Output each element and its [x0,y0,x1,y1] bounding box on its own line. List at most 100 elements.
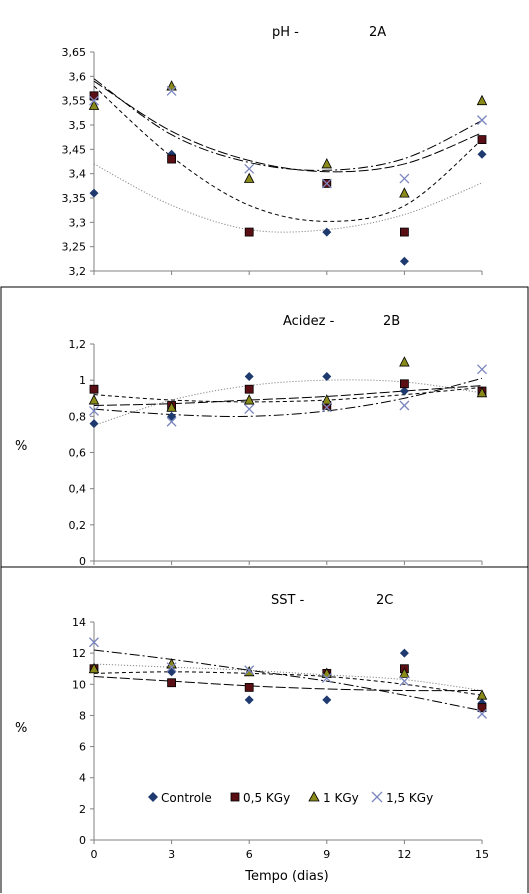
chart-2b-ylabel: % [15,439,27,454]
diamond-point [167,667,177,677]
cross-point [321,178,332,189]
cross-point [89,405,99,416]
cross-point [477,708,487,719]
trend-curve-2 [93,676,483,692]
diamond-point [89,188,99,198]
chart-2a-panel-label: 2A [369,25,386,40]
y-tick-label: 10 [72,678,86,691]
y-tick-label: 3,5 [69,119,87,132]
diamond-point [399,648,409,658]
triangle-point [166,401,177,412]
trend-curve-1 [93,85,483,222]
y-tick-label: 3,35 [62,192,87,205]
chart-2c-ylabel: % [15,721,27,736]
triangle-point [88,99,100,110]
square-point [244,384,254,394]
y-tick-label: 0,4 [69,483,87,496]
trend-curve-3 [93,78,483,171]
triangle-point [243,665,255,677]
x-tick-label: 15 [475,848,489,861]
legend-label-1-5-kgy: 1,5 KGy [386,791,433,805]
y-tick-label: 2 [79,803,86,816]
trend-curve-1 [93,671,483,696]
chart-2a: pH - 2A 3,2 3,25 3,3 3,35 3,4 3,45 3,5 3,55 3,6 3… [62,25,488,278]
chart-2c: SST - 2C % Tempo (dias) 0 2 4 6 8 10 12 14 0 3 6 9 1… [15,593,489,884]
square-point [244,683,254,692]
diamond-point [322,227,332,237]
diamond-point [477,149,487,159]
y-tick-label: 0 [79,555,86,568]
trend-curve-0 [93,663,483,692]
triangle-point [399,356,410,367]
trend-curve-0 [93,163,483,233]
diamond-point [322,372,332,382]
square-point [477,135,487,145]
diamond-icon [148,792,158,802]
legend-item-1-5-kgy: 1,5 KGy [371,791,433,805]
chart-2b-title: Acidez - [283,314,335,329]
cross-point [477,364,487,375]
y-tick-label: 0,6 [69,447,87,460]
y-tick-label: 3,55 [62,95,87,108]
trend-curve-1 [93,386,483,403]
cross-point [399,400,410,411]
diamond-point [399,386,409,396]
square-point [167,678,177,688]
triangle-point [88,662,100,674]
diamond-point [399,256,409,266]
y-tick-label: 0 [79,834,86,847]
y-tick-label: 0,8 [69,410,87,423]
x-tick-label: 6 [246,848,253,861]
diamond-point [167,411,177,421]
triangle-point [476,94,488,106]
cross-point [166,416,177,427]
cross-point [477,115,487,126]
y-tick-label: 3,2 [69,265,87,278]
cross-point [244,404,255,415]
legend-item-1-kgy: 1 KGy [308,791,359,805]
x-tick-label: 0 [91,848,98,861]
y-tick-label: 3,3 [69,216,87,229]
triangle-point [399,667,410,678]
square-point [167,154,177,164]
chart-2c-title: SST - [271,593,305,608]
triangle-point [476,689,488,700]
square-point [399,379,409,389]
y-tick-label: 12 [72,647,86,660]
x-tick-label: 3 [168,848,175,861]
chart-2b-panel-label: 2B [383,314,400,329]
triangle-point [243,394,255,405]
triangle-icon [308,791,320,802]
cross-point [321,673,332,684]
y-tick-label: 0,2 [69,519,87,532]
chart-2c-xlabel: Tempo (dias) [244,869,328,884]
triangle-point [476,386,488,398]
triangle-point [166,80,177,91]
legend: Controle 0,5 KGy 1 KGy 1,5 KGy [148,791,433,805]
cross-point [89,95,99,106]
cross-point [399,676,410,687]
cross-point [399,173,410,184]
y-tick-label: 3,6 [69,70,87,83]
y-tick-label: 3,25 [62,241,87,254]
cross-point [244,665,255,676]
trend-curve-2 [93,385,483,406]
y-tick-label: 4 [79,772,86,785]
x-tick-label: 9 [323,848,330,861]
y-tick-label: 3,45 [62,143,87,156]
y-tick-label: 1 [79,374,86,387]
triangle-point [243,172,255,183]
square-point [89,384,99,394]
triangle-point [321,158,333,169]
square-icon [230,792,240,802]
chart-2b: Acidez - 2B % 0 0,2 0,4 0,6 0,8 1 1,2 [15,314,488,568]
y-tick-label: 3,65 [62,46,87,59]
legend-label-0-5-kgy: 0,5 KGy [243,791,290,805]
trend-curve-3 [93,377,483,417]
x-tick-label: 12 [397,848,411,861]
diamond-point [244,372,254,382]
cross-point [166,662,177,673]
cross-point [244,163,255,174]
diamond-point [322,695,332,705]
